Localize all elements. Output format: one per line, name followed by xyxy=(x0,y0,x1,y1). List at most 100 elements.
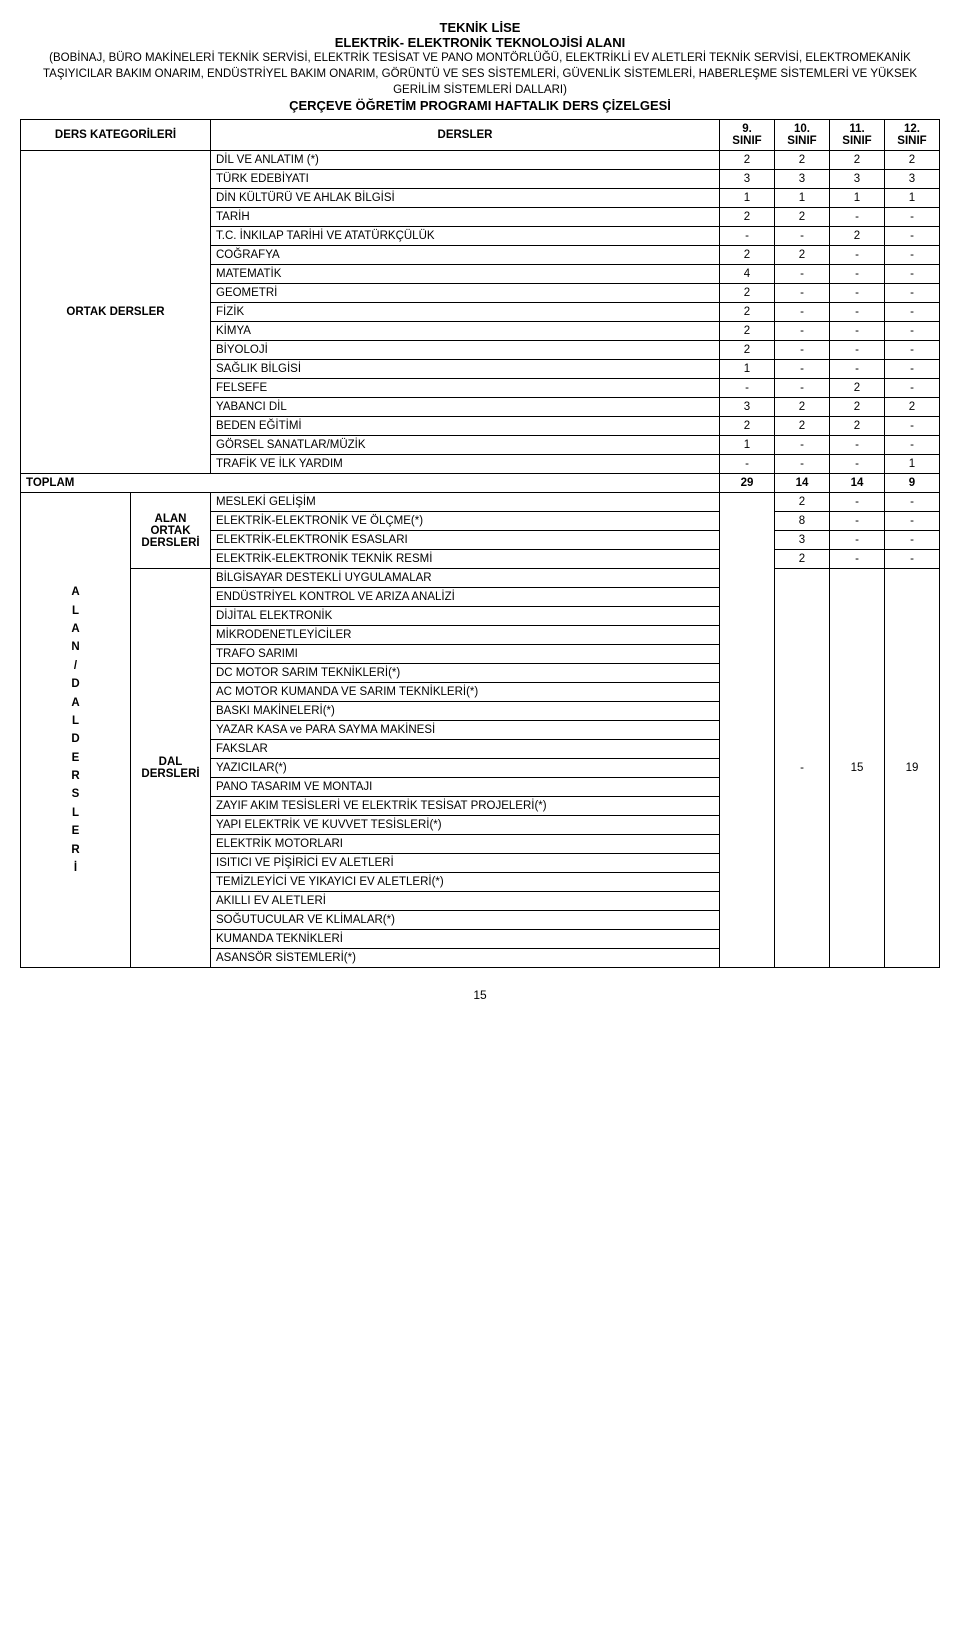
title-line-1: TEKNİK LİSE xyxy=(20,20,940,35)
course-value: 3 xyxy=(775,531,830,550)
course-name: ISITICI VE PİŞİRİCİ EV ALETLERİ xyxy=(211,854,720,873)
course-value: - xyxy=(885,246,940,265)
course-value: 1 xyxy=(720,360,775,379)
course-value: 2 xyxy=(720,341,775,360)
alan-ortak-label: ALANORTAKDERSLERİ xyxy=(131,493,211,569)
course-value: 1 xyxy=(885,189,940,208)
col-header-courses: DERSLER xyxy=(211,120,720,151)
course-name: KİMYA xyxy=(211,322,720,341)
course-value: 2 xyxy=(775,493,830,512)
course-value: - xyxy=(775,455,830,474)
course-value: 2 xyxy=(775,208,830,227)
course-value: 2 xyxy=(720,246,775,265)
toplam-label: TOPLAM xyxy=(21,474,720,493)
course-value: - xyxy=(885,303,940,322)
table-row: ALAN/DALDERSLERİALANORTAKDERSLERİMESLEKİ… xyxy=(21,493,940,512)
title-line-2: ELEKTRİK- ELEKTRONİK TEKNOLOJİSİ ALANI xyxy=(20,35,940,50)
course-name: TRAFİK VE İLK YARDIM xyxy=(211,455,720,474)
course-name: BİLGİSAYAR DESTEKLİ UYGULAMALAR xyxy=(211,569,720,588)
page-number: 15 xyxy=(20,988,940,1002)
course-value: 3 xyxy=(775,170,830,189)
course-value: - xyxy=(775,265,830,284)
course-name: KUMANDA TEKNİKLERİ xyxy=(211,930,720,949)
course-name: TRAFO SARIMI xyxy=(211,645,720,664)
course-name: ELEKTRİK MOTORLARI xyxy=(211,835,720,854)
course-name: ELEKTRİK-ELEKTRONİK ESASLARI xyxy=(211,531,720,550)
course-value: - xyxy=(885,550,940,569)
course-name: DİJİTAL ELEKTRONİK xyxy=(211,607,720,626)
course-name: YAPI ELEKTRİK VE KUVVET TESİSLERİ(*) xyxy=(211,816,720,835)
course-value: 3 xyxy=(885,170,940,189)
course-name: SOĞUTUCULAR VE KLİMALAR(*) xyxy=(211,911,720,930)
course-value: - xyxy=(830,436,885,455)
course-value: 2 xyxy=(775,151,830,170)
col-header-category: DERS KATEGORİLERİ xyxy=(21,120,211,151)
course-value: 2 xyxy=(830,417,885,436)
course-value: 2 xyxy=(720,284,775,303)
course-value: - xyxy=(830,208,885,227)
course-value: - xyxy=(720,379,775,398)
course-value: - xyxy=(830,265,885,284)
alan-dal-side-label: ALAN/DALDERSLERİ xyxy=(21,493,131,968)
toplam-row: TOPLAM2914149 xyxy=(21,474,940,493)
course-value: - xyxy=(830,360,885,379)
course-value: - xyxy=(885,322,940,341)
toplam-value: 29 xyxy=(720,474,775,493)
course-value: - xyxy=(885,417,940,436)
course-value: - xyxy=(885,379,940,398)
toplam-value: 14 xyxy=(830,474,885,493)
course-value: - xyxy=(720,455,775,474)
course-name: YAZICILAR(*) xyxy=(211,759,720,778)
course-value: - xyxy=(775,360,830,379)
course-value: 1 xyxy=(720,436,775,455)
course-value: - xyxy=(830,493,885,512)
course-value: 2 xyxy=(720,322,775,341)
course-value: 2 xyxy=(775,417,830,436)
course-value: 2 xyxy=(885,151,940,170)
course-name: MİKRODENETLEYİCİLER xyxy=(211,626,720,645)
course-value: 2 xyxy=(775,550,830,569)
col-header-grade-9: 9.SINIF xyxy=(720,120,775,151)
toplam-value: 9 xyxy=(885,474,940,493)
course-name: SAĞLIK BİLGİSİ xyxy=(211,360,720,379)
course-value: 2 xyxy=(720,208,775,227)
course-value: 3 xyxy=(830,170,885,189)
course-name: ZAYIF AKIM TESİSLERİ VE ELEKTRİK TESİSAT… xyxy=(211,797,720,816)
course-value: 4 xyxy=(720,265,775,284)
course-value: 3 xyxy=(720,170,775,189)
course-name: FAKSLAR xyxy=(211,740,720,759)
course-value: 2 xyxy=(720,417,775,436)
col-header-grade-11: 11.SINIF xyxy=(830,120,885,151)
course-value: - xyxy=(885,512,940,531)
course-value: 2 xyxy=(830,151,885,170)
course-name: GÖRSEL SANATLAR/MÜZİK xyxy=(211,436,720,455)
course-name: MATEMATİK xyxy=(211,265,720,284)
course-value: - xyxy=(885,493,940,512)
course-value: - xyxy=(775,322,830,341)
course-value: 3 xyxy=(720,398,775,417)
course-name: T.C. İNKILAP TARİHİ VE ATATÜRKÇÜLÜK xyxy=(211,227,720,246)
course-value: - xyxy=(775,436,830,455)
empty-grade9-merged xyxy=(720,493,775,968)
course-name: ASANSÖR SİSTEMLERİ(*) xyxy=(211,949,720,968)
course-value: 2 xyxy=(720,303,775,322)
dal-dersleri-label: DALDERSLERİ xyxy=(131,569,211,968)
course-value: 2 xyxy=(720,151,775,170)
course-name: ENDÜSTRİYEL KONTROL VE ARIZA ANALİZİ xyxy=(211,588,720,607)
course-name: ELEKTRİK-ELEKTRONİK TEKNİK RESMİ xyxy=(211,550,720,569)
schedule-table: DERS KATEGORİLERİDERSLER9.SINIF10.SINIF1… xyxy=(20,119,940,968)
course-value: - xyxy=(885,341,940,360)
course-name: TARİH xyxy=(211,208,720,227)
course-name: FİZİK xyxy=(211,303,720,322)
course-name: ELEKTRİK-ELEKTRONİK VE ÖLÇME(*) xyxy=(211,512,720,531)
dal-value-12: 19 xyxy=(885,569,940,968)
course-name: BASKI MAKİNELERİ(*) xyxy=(211,702,720,721)
course-value: - xyxy=(775,284,830,303)
course-value: - xyxy=(830,550,885,569)
course-value: - xyxy=(775,341,830,360)
dal-value-10: - xyxy=(775,569,830,968)
table-header-row: DERS KATEGORİLERİDERSLER9.SINIF10.SINIF1… xyxy=(21,120,940,151)
course-value: - xyxy=(830,341,885,360)
subtitle: (BOBİNAJ, BÜRO MAKİNELERİ TEKNİK SERVİSİ… xyxy=(20,50,940,98)
course-value: 1 xyxy=(775,189,830,208)
